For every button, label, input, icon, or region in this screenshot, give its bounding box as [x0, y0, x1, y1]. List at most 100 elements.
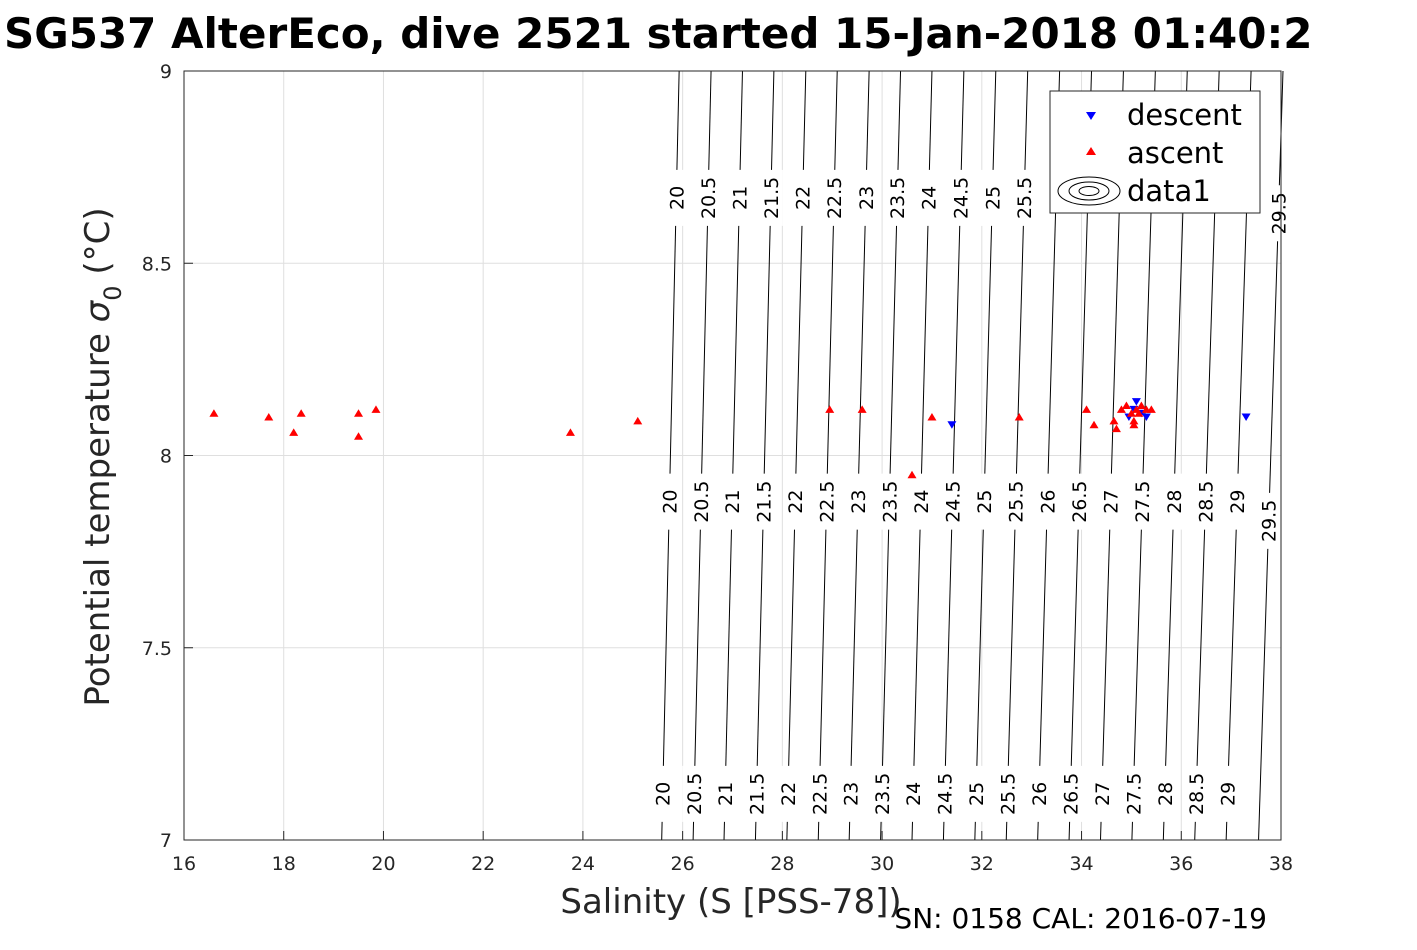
- contour-label-mask: [814, 473, 839, 530]
- legend: descent ascent data1: [1049, 90, 1261, 214]
- contour-label-mask: [775, 765, 800, 822]
- contour-label-mask: [1121, 765, 1146, 822]
- contour-label-mask: [1003, 473, 1028, 530]
- contour-level-label: 20.5: [691, 480, 713, 522]
- contour-level-label: 29.5: [1259, 500, 1281, 542]
- contour-level-label: 29.5: [1268, 192, 1290, 234]
- contour-level-label: 28: [1164, 490, 1186, 514]
- contour-label-mask: [948, 169, 973, 226]
- contour-level-label: 28.5: [1186, 773, 1208, 815]
- contour-level-label: 22.5: [809, 773, 831, 815]
- contour-label-mask: [940, 473, 965, 530]
- y-tick-label: 7: [160, 830, 172, 852]
- ascent-point: [354, 409, 364, 417]
- contour-level-label: 25: [966, 782, 988, 806]
- contour-level-label: 22: [785, 490, 807, 514]
- contour-label-mask: [696, 169, 721, 226]
- contour-label-mask: [682, 765, 707, 822]
- descent-point: [1141, 413, 1151, 422]
- contour-level-label: 20: [659, 490, 681, 514]
- contour-label-mask: [751, 473, 776, 530]
- ascent-point: [1134, 409, 1144, 417]
- x-axis-ticks: 16 18 20 22 24 26 28 30 32 34 36 38: [172, 831, 1293, 875]
- contour-level-label: 25: [982, 186, 1004, 210]
- contour-label-mask: [1012, 169, 1037, 226]
- legend-data1-label: data1: [1127, 174, 1211, 208]
- contour-level-label: 27.5: [1123, 773, 1145, 815]
- legend-ascent-marker: [1086, 147, 1096, 155]
- x-tick-label: 28: [770, 853, 794, 875]
- y-axis-title-main: Potential temperature: [78, 322, 118, 706]
- contour-label-mask: [932, 765, 957, 822]
- contour-label-mask: [916, 169, 941, 226]
- descent-point: [1131, 398, 1141, 406]
- contour-label-mask: [657, 473, 682, 530]
- contour-label-mask: [877, 473, 902, 530]
- serial-calibration-footer: SN: 0158 CAL: 2016-07-19: [894, 902, 1267, 935]
- contour-level-label: 23.5: [872, 773, 894, 815]
- y-tick-label: 7.5: [142, 638, 172, 660]
- contour-label-mask: [1089, 765, 1114, 822]
- ascent-point: [1109, 416, 1119, 425]
- contour-label-mask: [1215, 765, 1240, 822]
- contour-label-mask: [980, 169, 1005, 226]
- ascent-point: [1146, 405, 1156, 413]
- ascent-point: [1129, 420, 1139, 429]
- contour-label-mask: [727, 169, 752, 226]
- contour-level-label: 22: [778, 782, 800, 806]
- contour-label-mask: [1225, 473, 1250, 530]
- contour-label-mask: [822, 169, 847, 226]
- y-axis-title: Potential temperature σ0 (°C): [78, 207, 127, 706]
- contour-label-mask: [1098, 473, 1123, 530]
- ascent-point: [289, 428, 299, 436]
- contour-label-mask: [1193, 473, 1218, 530]
- contour-level-label: 23.5: [887, 177, 909, 219]
- contour-level-label: 23: [848, 490, 870, 514]
- contour-label-mask: [1066, 473, 1091, 530]
- ascent-point: [209, 409, 219, 417]
- contour-label-mask: [1184, 765, 1209, 822]
- contour-level-label: 24: [911, 490, 933, 514]
- contour-label-mask: [664, 169, 689, 226]
- contour-label-mask: [838, 765, 863, 822]
- contour-level-label: 28: [1155, 782, 1177, 806]
- contour-label-mask: [790, 169, 815, 226]
- contour-level-label: 24.5: [942, 480, 964, 522]
- contour-level-label: 23: [856, 186, 878, 210]
- y-tick-label: 9: [160, 61, 172, 83]
- contour-level-label: 24.5: [935, 773, 957, 815]
- ascent-point: [1014, 413, 1024, 421]
- contour-level-label: 26: [1037, 490, 1059, 514]
- x-tick-label: 36: [1169, 853, 1193, 875]
- contour-label-mask: [1130, 473, 1155, 530]
- contour-label-mask: [758, 169, 783, 226]
- contour-label-mask: [908, 473, 933, 530]
- legend-descent-marker: [1086, 112, 1096, 120]
- contour-level-label: 22.5: [824, 177, 846, 219]
- ascent-point: [1129, 416, 1139, 425]
- contour-level-label: 24: [903, 782, 925, 806]
- contour-level-label: 27: [1092, 782, 1114, 806]
- x-tick-label: 20: [371, 853, 395, 875]
- ascent-point: [264, 413, 274, 421]
- contour-level-label: 22: [793, 186, 815, 210]
- x-tick-label: 18: [272, 853, 296, 875]
- contour-label-mask: [1035, 473, 1060, 530]
- contour-label-mask: [689, 473, 714, 530]
- contour-level-label: 20.5: [684, 773, 706, 815]
- x-tick-label: 22: [471, 853, 495, 875]
- contour-level-label: 26.5: [1060, 773, 1082, 815]
- contour-label-mask: [901, 765, 926, 822]
- y-axis-title-subscript: 0: [99, 285, 127, 300]
- ascent-point: [927, 413, 937, 421]
- contour-level-label: 20: [666, 186, 688, 210]
- legend-ascent-label: ascent: [1127, 136, 1223, 170]
- x-tick-label: 34: [1069, 853, 1093, 875]
- ascent-point: [296, 409, 306, 417]
- x-tick-label: 30: [870, 853, 894, 875]
- legend-contour-icon: [1057, 176, 1121, 206]
- ascent-point: [1136, 401, 1146, 410]
- contour-level-label: 25.5: [1006, 480, 1028, 522]
